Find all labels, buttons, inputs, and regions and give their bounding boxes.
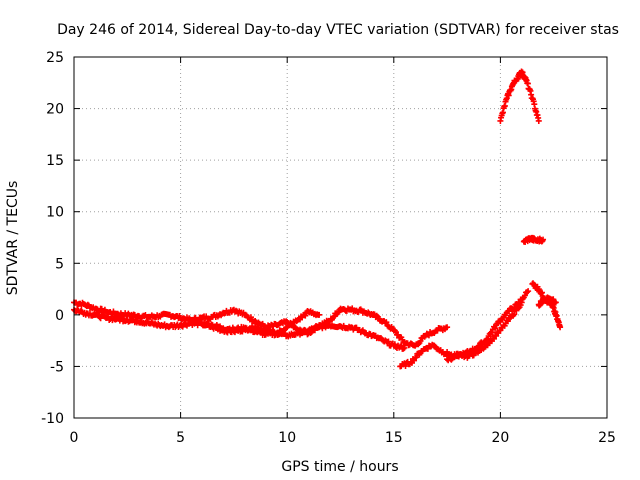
x-tick-label: 0 <box>70 430 79 446</box>
data-point <box>504 318 511 325</box>
y-tick-label: 15 <box>46 153 64 169</box>
data-point <box>95 311 102 318</box>
y-tick-label: 20 <box>46 102 64 118</box>
series-track-g <box>520 234 547 245</box>
axis-ticks: 0 5 10 15 20 25 -10 -5 0 5 10 15 20 25 <box>41 50 616 446</box>
data-point <box>444 324 451 331</box>
y-tick-label: 10 <box>46 205 64 221</box>
y-axis-label: SDTVAR / TECUs <box>5 181 21 296</box>
data-point <box>557 324 564 331</box>
data-point <box>413 354 420 361</box>
data-point <box>383 319 390 326</box>
data-point <box>540 236 547 243</box>
series-track-f <box>497 68 542 124</box>
x-tick-label: 25 <box>598 430 616 446</box>
plot-frame <box>73 56 608 419</box>
data-point <box>515 305 522 312</box>
data-point <box>417 338 424 345</box>
x-tick-label: 15 <box>385 430 403 446</box>
y-tick-label: 25 <box>46 50 64 66</box>
x-tick-label: 20 <box>491 430 509 446</box>
y-tick-label: 5 <box>55 256 64 272</box>
data-point <box>319 325 326 332</box>
data-point <box>535 117 542 124</box>
data-point <box>511 311 518 318</box>
data-point <box>373 312 380 319</box>
data-point <box>302 312 309 319</box>
data-point <box>84 301 91 308</box>
data-point <box>525 288 532 295</box>
data-point <box>506 314 513 321</box>
y-tick-label: 0 <box>55 308 64 324</box>
series-track-e <box>444 299 525 364</box>
series-track-c <box>188 308 323 339</box>
x-axis-label: GPS time / hours <box>281 459 398 475</box>
data-point <box>331 313 338 320</box>
data-point <box>524 289 531 296</box>
data-point <box>247 314 254 321</box>
chart-title: Day 246 of 2014, Sidereal Day-to-day VTE… <box>57 22 619 38</box>
data-point <box>488 329 495 336</box>
series-track-h <box>529 280 564 331</box>
data-point <box>391 341 398 348</box>
series-track-i <box>535 294 559 309</box>
data-point <box>521 292 528 299</box>
data-points <box>71 68 564 370</box>
x-tick-label: 5 <box>176 430 185 446</box>
data-point <box>448 356 455 363</box>
data-point <box>281 327 288 334</box>
data-point <box>385 338 392 345</box>
data-point <box>552 299 559 306</box>
data-point <box>401 344 408 351</box>
data-point <box>518 299 525 306</box>
y-tick-label: -5 <box>50 359 64 375</box>
data-point <box>400 345 407 352</box>
data-point <box>492 325 499 332</box>
x-tick-label: 10 <box>278 430 296 446</box>
data-point <box>402 363 409 370</box>
y-tick-label: -10 <box>41 411 64 427</box>
data-point <box>316 311 323 318</box>
data-point <box>249 325 256 332</box>
